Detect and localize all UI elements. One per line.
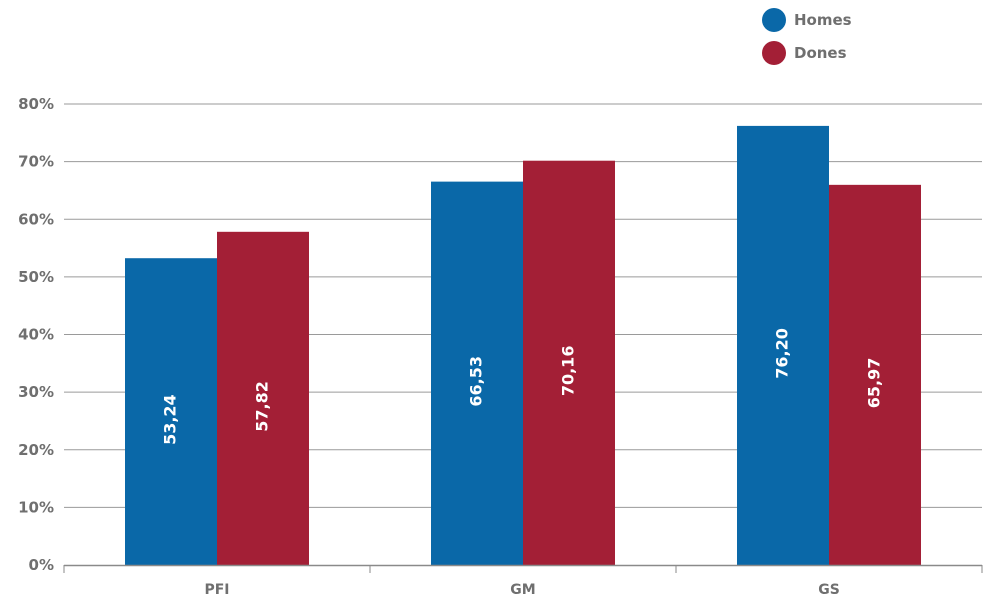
- legend-label-dones: Dones: [794, 44, 847, 62]
- bar-data-label: 57,82: [253, 381, 272, 432]
- y-tick-label: 10%: [18, 498, 54, 516]
- y-tick-label: 0%: [29, 556, 54, 574]
- bar-data-label: 66,53: [467, 356, 486, 407]
- bar-homes-gm: [431, 181, 523, 565]
- bar-data-label: 65,97: [865, 358, 884, 409]
- bar-homes-gs: [737, 125, 829, 566]
- x-tick-label: PFI: [204, 582, 229, 598]
- bar-dones-pfi: [217, 231, 309, 565]
- legend: Homes Dones: [762, 8, 852, 65]
- bar-dones-gs: [829, 184, 921, 565]
- x-tick-label: GS: [818, 582, 840, 598]
- y-tick-label: 40%: [18, 326, 54, 344]
- x-tick-label: GM: [510, 582, 535, 598]
- bar-data-label: 76,20: [773, 328, 792, 379]
- bar-data-label: 53,24: [161, 394, 180, 445]
- legend-swatch-dones: [762, 41, 786, 65]
- y-tick-label: 30%: [18, 383, 54, 401]
- y-tick-label: 50%: [18, 268, 54, 286]
- bar-dones-gm: [523, 160, 615, 565]
- legend-swatch-homes: [762, 8, 786, 32]
- y-tick-label: 20%: [18, 441, 54, 459]
- bar-data-label: 70,16: [559, 346, 578, 397]
- axes: 0% 10% 20% 30% 40% 50% 60% 70% 80% PFI GM GS: [18, 95, 983, 598]
- y-tick-label: 80%: [18, 95, 54, 113]
- legend-label-homes: Homes: [794, 11, 852, 29]
- y-tick-label: 60%: [18, 210, 54, 228]
- y-tick-label: 70%: [18, 153, 54, 171]
- bars: 53,24 57,82 66,53 70,16 76,20 65,97: [125, 125, 921, 566]
- bar-homes-pfi: [125, 258, 217, 565]
